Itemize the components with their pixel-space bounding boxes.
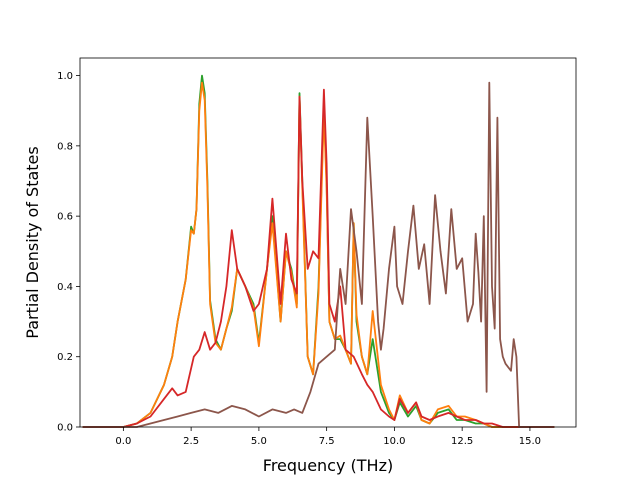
x-axis-title: Frequency (THz)	[263, 456, 393, 475]
x-tick-label: 12.5	[451, 436, 473, 447]
x-tick-label: 7.5	[319, 436, 335, 447]
y-tick-label: 1.0	[57, 71, 73, 82]
series-line-1	[82, 81, 555, 428]
y-axis-ticks: 0.0 0.2 0.4 0.6 0.8 1.0	[57, 71, 80, 434]
y-tick-label: 0.2	[57, 352, 73, 363]
x-axis-ticks: 0.0 2.5 5.0 7.5 10.0 12.5 15.0	[115, 427, 541, 447]
series-layer	[82, 74, 555, 428]
series-line-2	[82, 88, 555, 428]
x-tick-label: 10.0	[383, 436, 405, 447]
x-tick-label: 5.0	[251, 436, 267, 447]
x-tick-label: 2.5	[183, 436, 199, 447]
y-tick-label: 0.6	[57, 212, 73, 223]
x-tick-label: 0.0	[115, 436, 131, 447]
y-tick-label: 0.4	[57, 282, 73, 293]
y-tick-label: 0.0	[57, 423, 73, 434]
y-tick-label: 0.8	[57, 141, 73, 152]
x-tick-label: 15.0	[519, 436, 541, 447]
y-axis-title: Partial Density of States	[23, 146, 42, 338]
plot-frame	[79, 57, 577, 428]
series-line-3	[82, 81, 555, 428]
